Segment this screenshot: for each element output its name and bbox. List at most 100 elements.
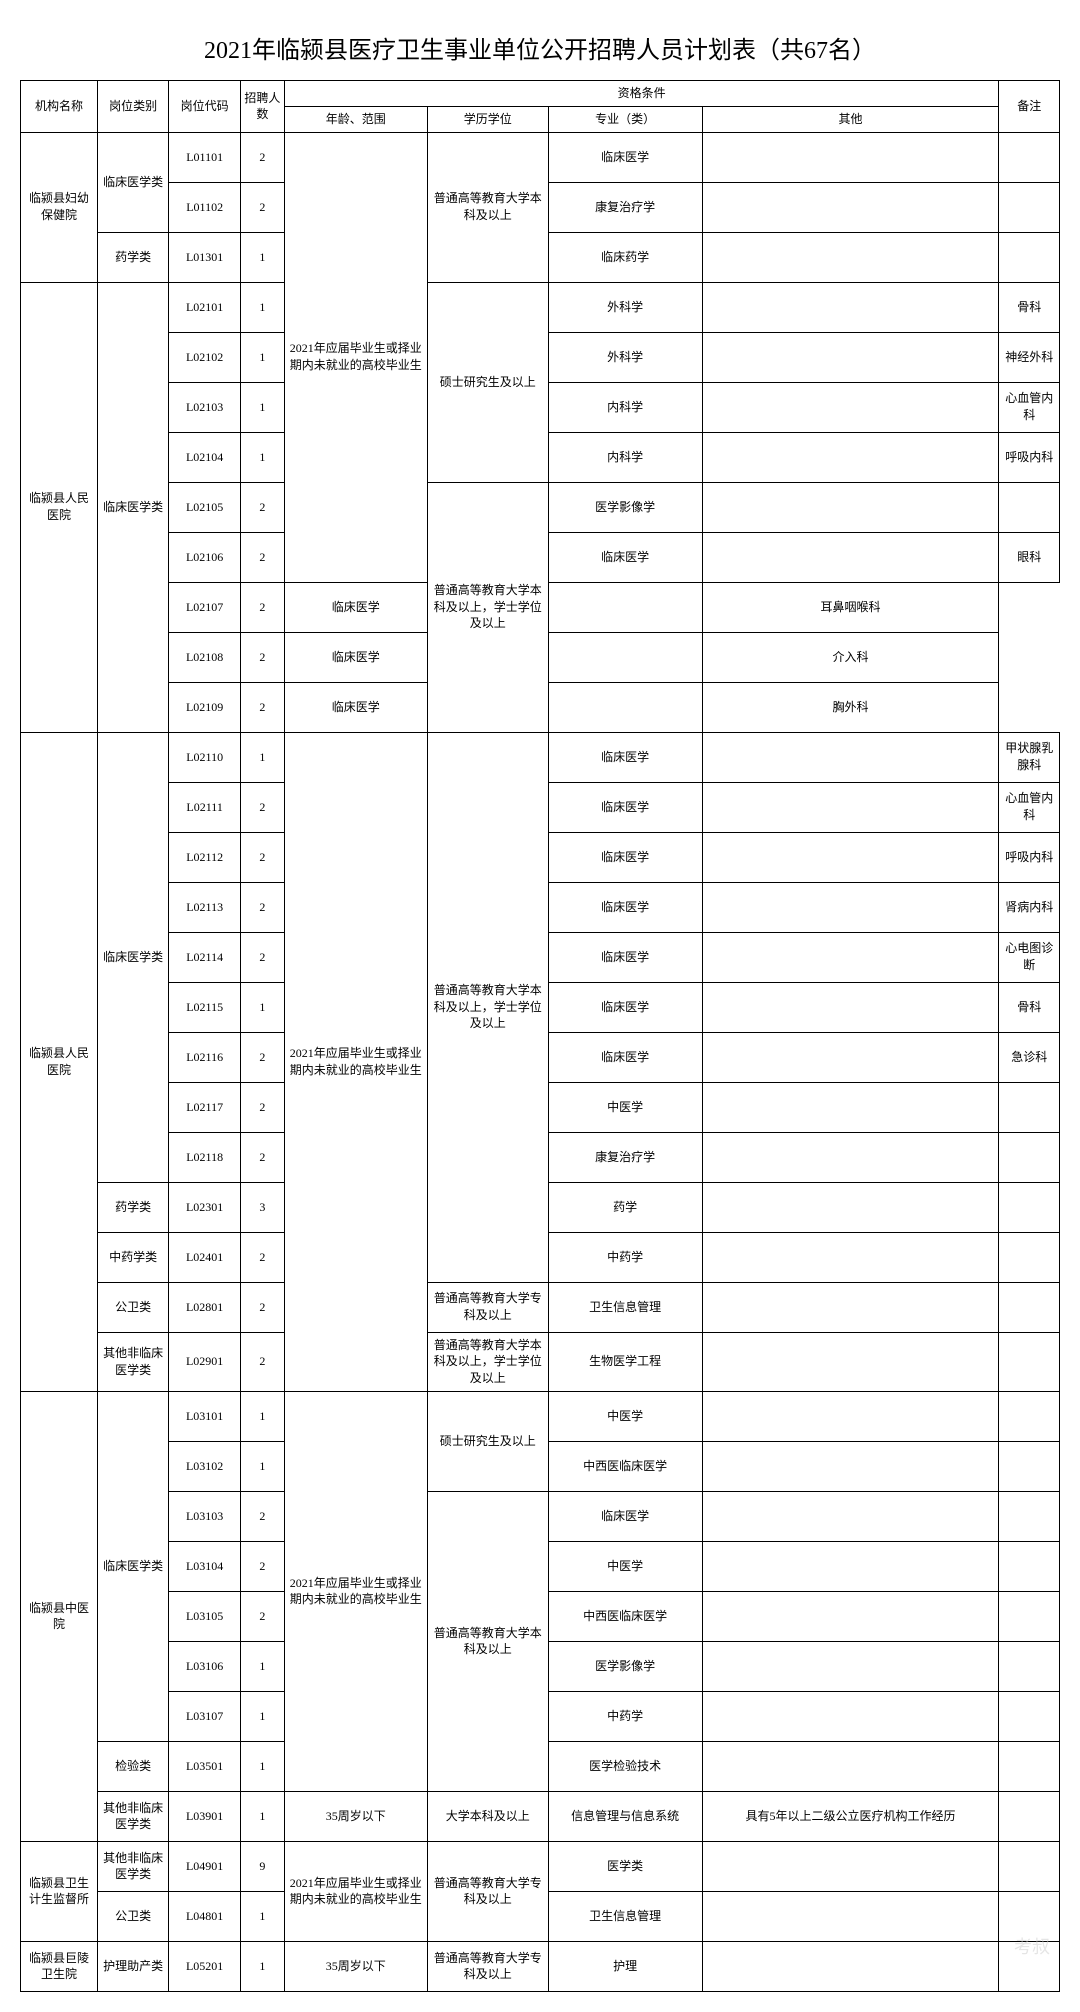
cell-note: 介入科 xyxy=(702,632,999,682)
cell-code: L03103 xyxy=(169,1491,240,1541)
cell-edu: 硕士研究生及以上 xyxy=(427,1391,548,1491)
cell-other xyxy=(702,1232,999,1282)
cell-num: 1 xyxy=(240,732,284,782)
cell-note xyxy=(999,1541,1060,1591)
cell-note: 眼科 xyxy=(999,532,1060,582)
cell-major: 卫生信息管理 xyxy=(548,1891,702,1941)
cell-code: L02801 xyxy=(169,1282,240,1332)
cell-code: L02113 xyxy=(169,882,240,932)
cell-code: L02109 xyxy=(169,682,240,732)
cell-other xyxy=(702,132,999,182)
cell-note: 心血管内科 xyxy=(999,782,1060,832)
cell-code: L02111 xyxy=(169,782,240,832)
cell-num: 1 xyxy=(240,1441,284,1491)
cell-category: 临床医学类 xyxy=(97,132,168,232)
cell-major: 内科学 xyxy=(548,432,702,482)
cell-code: L03102 xyxy=(169,1441,240,1491)
cell-note: 呼吸内科 xyxy=(999,832,1060,882)
cell-code: L02102 xyxy=(169,332,240,382)
cell-other xyxy=(548,682,702,732)
cell-other xyxy=(702,1032,999,1082)
cell-category: 药学类 xyxy=(97,232,168,282)
cell-note xyxy=(999,132,1060,182)
cell-num: 1 xyxy=(240,382,284,432)
page-title: 2021年临颍县医疗卫生事业单位公开招聘人员计划表（共67名） xyxy=(20,30,1060,65)
cell-age: 35周岁以下 xyxy=(284,1791,427,1841)
cell-major: 中医学 xyxy=(548,1082,702,1132)
cell-other xyxy=(702,532,999,582)
cell-code: L02106 xyxy=(169,532,240,582)
cell-code: L03104 xyxy=(169,1541,240,1591)
th-major: 专业（类） xyxy=(548,106,702,132)
cell-note xyxy=(999,1441,1060,1491)
cell-org: 临颍县中医院 xyxy=(21,1391,98,1841)
cell-code: L04901 xyxy=(169,1841,240,1891)
cell-org: 临颍县妇幼保健院 xyxy=(21,132,98,282)
cell-other xyxy=(702,1491,999,1541)
cell-category: 其他非临床医学类 xyxy=(97,1332,168,1391)
table-row: 其他非临床医学类L03901135周岁以下大学本科及以上信息管理与信息系统具有5… xyxy=(21,1791,1060,1841)
cell-code: L03901 xyxy=(169,1791,240,1841)
table-row: L021052普通高等教育大学本科及以上，学士学位及以上医学影像学 xyxy=(21,482,1060,532)
watermark: 考叔 xyxy=(1014,1933,1050,1959)
cell-code: L02107 xyxy=(169,582,240,632)
cell-num: 2 xyxy=(240,882,284,932)
cell-category: 药学类 xyxy=(97,1182,168,1232)
table-row: 临颍县卫生计生监督所其他非临床医学类L0490192021年应届毕业生或择业期内… xyxy=(21,1841,1060,1891)
cell-other xyxy=(548,582,702,632)
th-other: 其他 xyxy=(702,106,999,132)
cell-num: 2 xyxy=(240,132,284,182)
cell-note xyxy=(999,1391,1060,1441)
cell-edu: 普通高等教育大学本科及以上，学士学位及以上 xyxy=(427,1332,548,1391)
cell-age: 2021年应届毕业生或择业期内未就业的高校毕业生 xyxy=(284,732,427,1391)
cell-code: L01101 xyxy=(169,132,240,182)
cell-note xyxy=(999,1841,1060,1891)
cell-code: L02108 xyxy=(169,632,240,682)
cell-num: 1 xyxy=(240,282,284,332)
cell-major: 临床医学 xyxy=(548,982,702,1032)
cell-major: 内科学 xyxy=(548,382,702,432)
cell-major: 临床医学 xyxy=(548,832,702,882)
cell-major: 卫生信息管理 xyxy=(548,1282,702,1332)
cell-num: 2 xyxy=(240,1541,284,1591)
cell-category: 其他非临床医学类 xyxy=(97,1791,168,1841)
cell-code: L01301 xyxy=(169,232,240,282)
cell-major: 临床医学 xyxy=(548,882,702,932)
cell-code: L03107 xyxy=(169,1691,240,1741)
cell-category: 中药学类 xyxy=(97,1232,168,1282)
cell-num: 2 xyxy=(240,1332,284,1391)
table-row: 临颍县巨陵卫生院护理助产类L05201135周岁以下普通高等教育大学专科及以上护… xyxy=(21,1941,1060,1991)
cell-other xyxy=(702,1282,999,1332)
table-row: 临颍县中医院临床医学类L0310112021年应届毕业生或择业期内未就业的高校毕… xyxy=(21,1391,1060,1441)
cell-num: 2 xyxy=(240,832,284,882)
cell-num: 2 xyxy=(240,1132,284,1182)
cell-other xyxy=(702,1082,999,1132)
cell-num: 2 xyxy=(240,1032,284,1082)
cell-age: 2021年应届毕业生或择业期内未就业的高校毕业生 xyxy=(284,1391,427,1791)
cell-note xyxy=(999,1741,1060,1791)
cell-num: 2 xyxy=(240,1591,284,1641)
cell-major: 临床医学 xyxy=(548,132,702,182)
cell-note xyxy=(999,1591,1060,1641)
cell-other xyxy=(702,1841,999,1891)
cell-other: 具有5年以上二级公立医疗机构工作经历 xyxy=(702,1791,999,1841)
cell-org: 临颍县人民医院 xyxy=(21,282,98,732)
th-qual: 资格条件 xyxy=(284,81,999,107)
cell-code: L02115 xyxy=(169,982,240,1032)
cell-category: 公卫类 xyxy=(97,1891,168,1941)
cell-code: L02116 xyxy=(169,1032,240,1082)
cell-code: L03106 xyxy=(169,1641,240,1691)
cell-code: L05201 xyxy=(169,1941,240,1991)
cell-code: L02401 xyxy=(169,1232,240,1282)
cell-code: L02117 xyxy=(169,1082,240,1132)
cell-major: 中药学 xyxy=(548,1232,702,1282)
cell-major: 临床医学 xyxy=(284,582,427,632)
cell-major: 临床医学 xyxy=(548,1491,702,1541)
cell-note xyxy=(999,1332,1060,1391)
cell-category: 护理助产类 xyxy=(97,1941,168,1991)
cell-other xyxy=(702,182,999,232)
th-category: 岗位类别 xyxy=(97,81,168,133)
cell-edu: 普通高等教育大学本科及以上，学士学位及以上 xyxy=(427,732,548,1282)
cell-other xyxy=(702,1332,999,1391)
cell-note xyxy=(999,1641,1060,1691)
